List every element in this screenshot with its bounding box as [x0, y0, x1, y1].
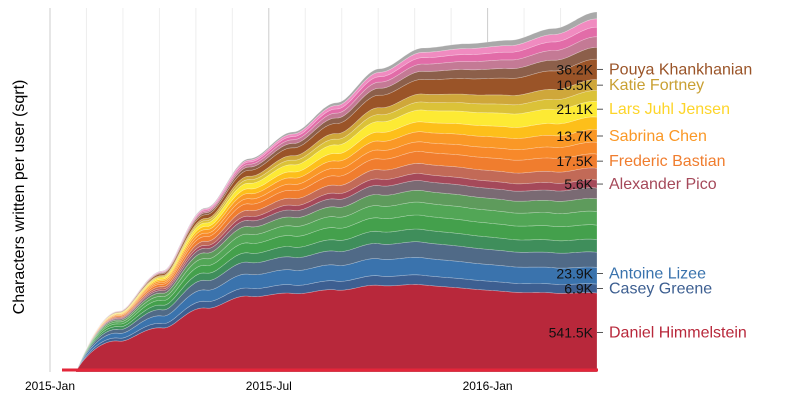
x-tick-label: 2016-Jan	[463, 379, 513, 393]
x-tick-label: 2015-Jan	[25, 379, 75, 393]
series-value-label: 5.6K	[564, 176, 593, 192]
series-name-label: Katie Fortney	[609, 77, 704, 94]
area-series-12	[75, 141, 598, 373]
area-series-4	[75, 228, 598, 373]
series-name-label: Frederic Bastian	[609, 153, 726, 170]
series-value-label: 17.5K	[556, 153, 593, 169]
series-value-label: 6.9K	[564, 280, 593, 296]
series-name-label: Daniel Himmelstein	[609, 324, 747, 341]
series-name-label: Sabrina Chen	[609, 128, 707, 145]
series-value-label: 21.1K	[556, 101, 593, 117]
area-series-23	[75, 11, 598, 373]
area-series-19	[75, 47, 598, 373]
area-series-21	[75, 26, 598, 373]
area-series-6	[75, 201, 598, 373]
area-series-20	[75, 36, 598, 373]
series-value-label: 10.5K	[556, 77, 593, 93]
y-axis-label: Characters written per user (sqrt)	[11, 80, 28, 315]
series-value-label: 36.2K	[556, 61, 593, 77]
series-value-label: 23.9K	[556, 265, 593, 281]
area-series-3	[75, 241, 598, 373]
area-antoine-lizee	[75, 257, 598, 373]
series-labels: 541.5K Daniel Himmelstein 6.9K Casey Greene…	[549, 61, 753, 341]
series-name-label: Pouya Khankhanian	[609, 61, 752, 78]
series-value-label: 13.7K	[556, 128, 593, 144]
series-name-label: Alexander Pico	[609, 176, 717, 193]
series-areas	[74, 11, 598, 373]
area-series-8	[75, 180, 598, 373]
x-axis-ticks: 2015-Jan 2015-Jul 2016-Jan	[25, 379, 513, 393]
series-value-label: 541.5K	[549, 324, 594, 340]
series-name-label: Casey Greene	[609, 280, 712, 297]
x-tick-label: 2015-Jul	[246, 379, 292, 393]
series-name-label: Antoine Lizee	[609, 265, 706, 282]
area-series-10	[75, 162, 598, 373]
series-name-label: Lars Juhl Jensen	[609, 101, 730, 118]
